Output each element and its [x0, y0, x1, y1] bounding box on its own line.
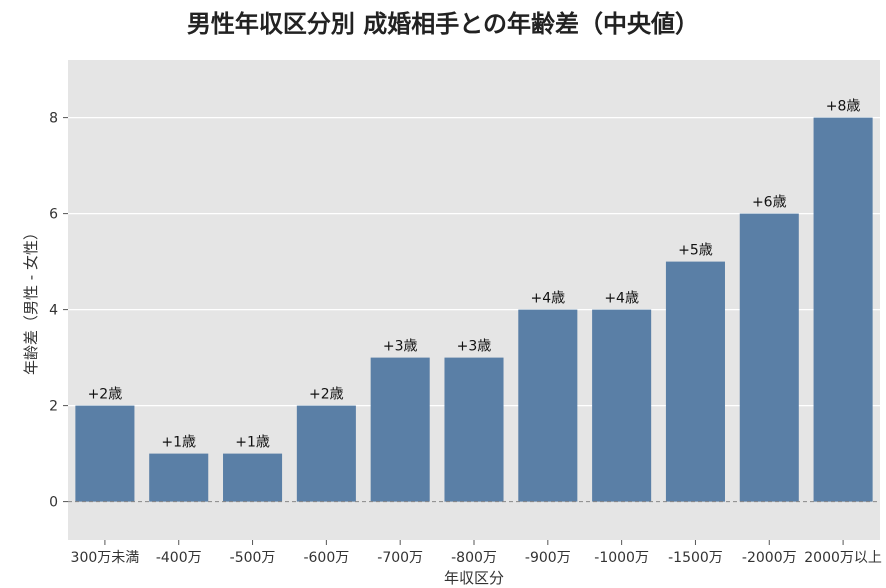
- bars: [75, 117, 873, 502]
- data-label: +4歳: [530, 291, 565, 307]
- bar: [223, 453, 283, 502]
- data-label: +2歳: [88, 387, 123, 403]
- bar: [665, 261, 725, 502]
- data-label: +1歳: [161, 435, 196, 451]
- x-tick-label: -400万: [156, 550, 202, 566]
- data-label: +3歳: [457, 339, 492, 355]
- bar: [813, 117, 873, 502]
- bar: [739, 213, 799, 502]
- x-tick-label: -800万: [451, 550, 497, 566]
- x-tick-label: -1000万: [594, 550, 649, 566]
- x-axis-title: 年収区分: [444, 569, 504, 587]
- x-tick-label: 300万未満: [71, 550, 140, 566]
- x-tick-labels: 300万未満 -400万 -500万 -600万 -700万 -800万 -900万 -100…: [71, 540, 882, 566]
- x-tick-label: -900万: [525, 550, 571, 566]
- y-tick-labels: 0 2 4 6 8: [49, 111, 68, 511]
- data-label: +1歳: [235, 435, 270, 451]
- data-labels: +2歳 +1歳 +1歳 +2歳 +3歳 +3歳 +4歳 +4歳 +5歳 +6歳 +8歳: [88, 99, 861, 451]
- data-label: +6歳: [752, 195, 787, 211]
- bar: [75, 405, 135, 502]
- x-tick-label: -2000万: [742, 550, 797, 566]
- bar: [296, 405, 356, 502]
- bar: [592, 309, 652, 502]
- y-axis-title: 年齢差（男性 - 女性）: [22, 225, 40, 375]
- x-tick-label: -1500万: [668, 550, 723, 566]
- y-tick-label: 8: [49, 111, 58, 127]
- data-label: +2歳: [309, 387, 344, 403]
- data-label: +3歳: [383, 339, 418, 355]
- x-tick-label: 2000万以上: [804, 550, 882, 566]
- bar: [444, 357, 504, 502]
- x-tick-label: -600万: [303, 550, 349, 566]
- chart-title: 男性年収区分別 成婚相手との年齢差（中央値）: [186, 10, 700, 38]
- x-tick-label: -700万: [377, 550, 423, 566]
- bar: [370, 357, 430, 502]
- data-label: +8歳: [826, 99, 861, 115]
- bar: [518, 309, 578, 502]
- data-label: +5歳: [678, 243, 713, 259]
- bar: [149, 453, 209, 502]
- y-tick-label: 0: [49, 495, 58, 511]
- x-tick-label: -500万: [230, 550, 276, 566]
- y-tick-label: 4: [49, 303, 58, 319]
- y-tick-label: 6: [49, 207, 58, 223]
- y-tick-label: 2: [49, 399, 58, 415]
- data-label: +4歳: [604, 291, 639, 307]
